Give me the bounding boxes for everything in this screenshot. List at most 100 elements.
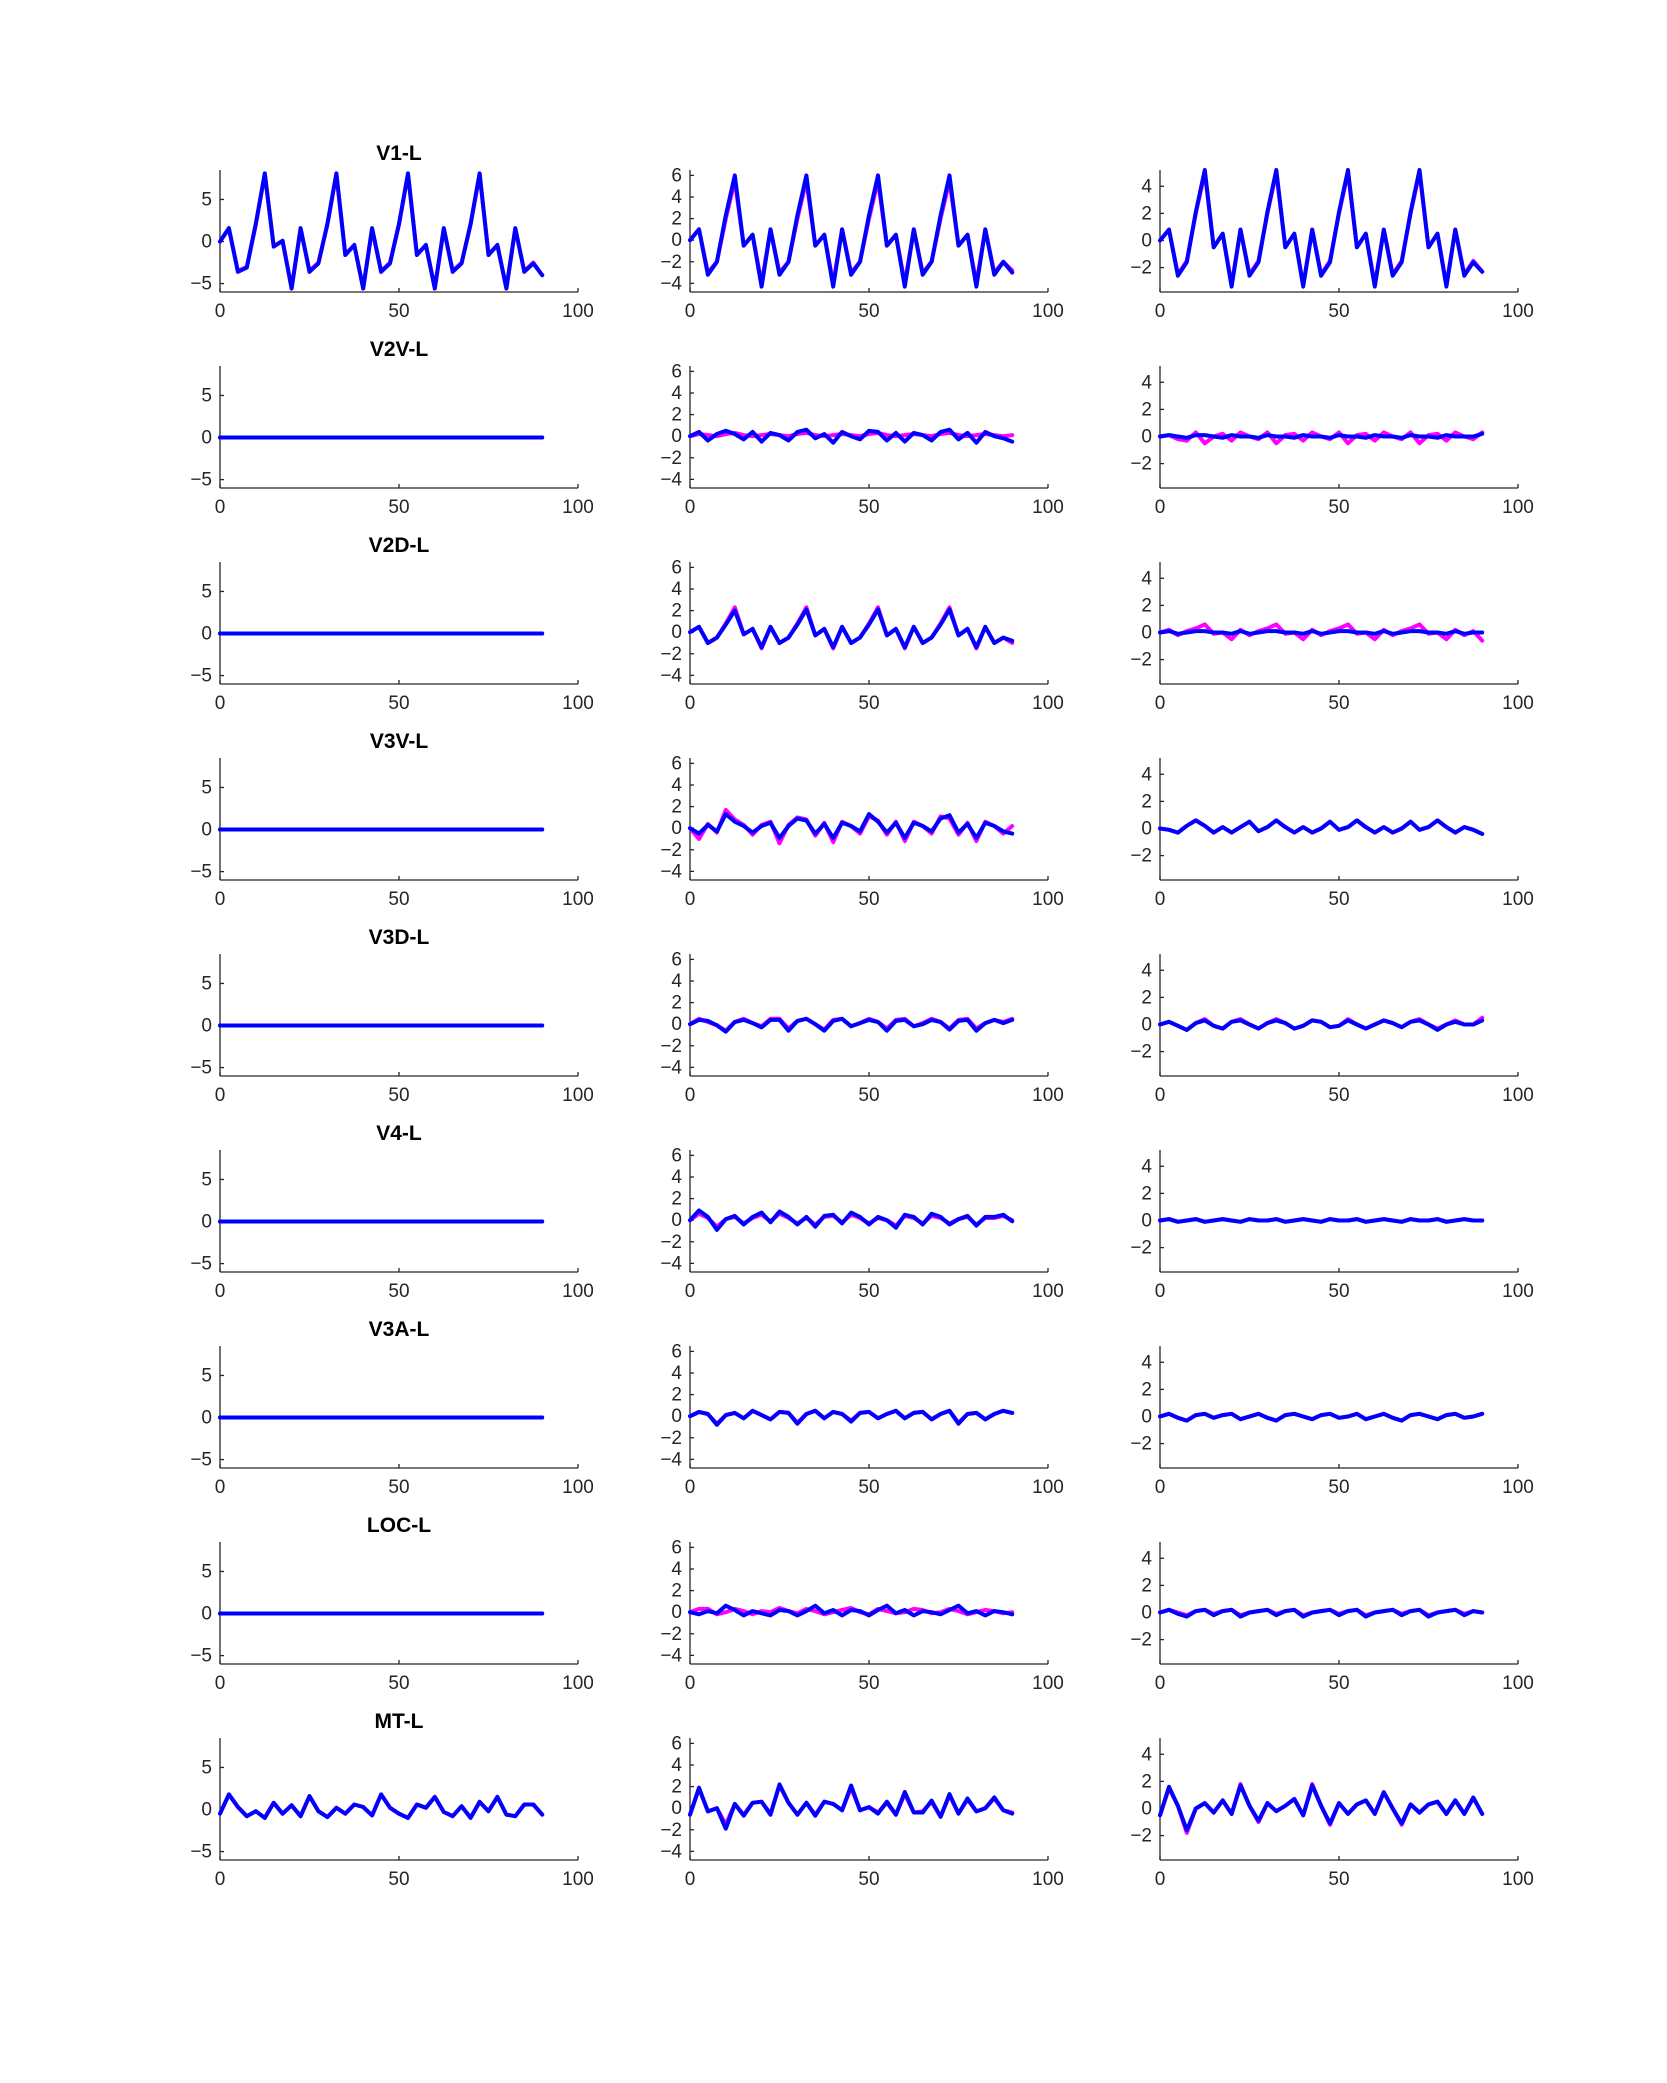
y-tick-label: −2 (660, 840, 682, 861)
y-tick-label: 4 (671, 1755, 682, 1776)
x-tick-label: 50 (858, 889, 879, 910)
subplot: 0 50 100−505 (190, 170, 594, 322)
x-tick-label: 0 (215, 301, 226, 322)
x-tick-label: 0 (685, 1281, 696, 1302)
x-tick-label: 100 (1032, 693, 1064, 714)
x-tick-label: 100 (562, 1477, 594, 1498)
series-line-blue (688, 812, 1015, 840)
y-tick-label: −2 (660, 1232, 682, 1253)
y-tick-label: 4 (671, 1363, 682, 1384)
x-tick-label: 50 (388, 1869, 409, 1890)
x-tick-label: 0 (1155, 889, 1166, 910)
y-tick-label: −2 (1130, 846, 1152, 867)
y-tick-label: 0 (1141, 230, 1152, 251)
x-tick-label: 100 (562, 693, 594, 714)
y-tick-label: 2 (671, 1581, 682, 1602)
y-tick-label: 4 (671, 579, 682, 600)
y-tick-label: −5 (190, 1058, 212, 1079)
y-tick-label: −2 (1130, 650, 1152, 671)
y-tick-label: 0 (201, 428, 212, 449)
x-tick-label: 0 (685, 1477, 696, 1498)
panel-title: V1-L (376, 142, 422, 165)
y-tick-label: 4 (671, 775, 682, 796)
x-tick-label: 50 (1328, 497, 1349, 518)
x-tick-label: 100 (1502, 1869, 1534, 1890)
x-tick-label: 0 (1155, 1673, 1166, 1694)
x-tick-label: 50 (1328, 1085, 1349, 1106)
y-tick-label: 4 (1141, 1352, 1152, 1373)
y-tick-label: −2 (660, 252, 682, 273)
series-line-blue (688, 607, 1015, 650)
subplot: 0 50 100 −2 0 2 4 (1130, 1542, 1534, 1694)
x-tick-label: 100 (1032, 1281, 1064, 1302)
x-tick-label: 0 (1155, 1085, 1166, 1106)
series-line-blue (1158, 1217, 1485, 1224)
y-tick-label: −2 (660, 644, 682, 665)
y-tick-label: 4 (671, 1167, 682, 1188)
y-tick-label: 5 (201, 1169, 212, 1190)
y-tick-label: 0 (671, 1014, 682, 1035)
subplot: 0 50 100−505 (190, 1738, 594, 1890)
y-tick-label: 6 (671, 1145, 682, 1166)
x-tick-label: 0 (1155, 693, 1166, 714)
subplot: 0 50 100 −2 0 2 4 (1130, 1150, 1534, 1302)
y-tick-label: 2 (1141, 1575, 1152, 1596)
y-tick-label: 0 (1141, 622, 1152, 643)
y-tick-label: −2 (1130, 454, 1152, 475)
x-tick-label: 50 (858, 1869, 879, 1890)
y-tick-label: 2 (671, 1777, 682, 1798)
x-tick-label: 50 (1328, 301, 1349, 322)
y-tick-label: −4 (660, 1253, 682, 1274)
y-tick-label: −2 (1130, 1238, 1152, 1259)
y-tick-label: 0 (1141, 1602, 1152, 1623)
y-tick-label: 0 (671, 1406, 682, 1427)
series-line-blue (1158, 629, 1485, 636)
series-line-blue (688, 1782, 1015, 1831)
y-tick-label: −2 (660, 448, 682, 469)
x-tick-label: 0 (1155, 1281, 1166, 1302)
y-tick-label: 0 (201, 1604, 212, 1625)
y-tick-label: 0 (671, 622, 682, 643)
y-tick-label: 0 (671, 1798, 682, 1819)
x-tick-label: 100 (1502, 1477, 1534, 1498)
x-tick-label: 0 (1155, 1869, 1166, 1890)
y-tick-label: 2 (1141, 595, 1152, 616)
y-tick-label: −4 (660, 665, 682, 686)
y-tick-label: 0 (201, 624, 212, 645)
x-tick-label: 50 (858, 693, 879, 714)
y-tick-label: 0 (671, 1602, 682, 1623)
y-tick-label: 2 (1141, 987, 1152, 1008)
y-tick-label: 5 (201, 1561, 212, 1582)
x-tick-label: 100 (1502, 497, 1534, 518)
y-tick-label: 2 (1141, 399, 1152, 420)
panel-title: MT-L (375, 1710, 424, 1733)
y-tick-label: 6 (671, 1733, 682, 1754)
x-tick-label: 50 (858, 497, 879, 518)
series-line-blue (688, 1016, 1015, 1034)
x-tick-label: 50 (858, 301, 879, 322)
subplot: 0 50 100 −2 0 2 4 (1130, 954, 1534, 1106)
y-tick-label: 2 (671, 209, 682, 230)
series-line-blue (688, 1208, 1015, 1232)
series-line-magenta (688, 1605, 1015, 1617)
y-tick-label: −5 (190, 274, 212, 295)
series-line-blue (1158, 818, 1485, 836)
subplot: 0 50 100 −2 0 2 4 (1130, 758, 1534, 910)
y-tick-label: −5 (190, 1254, 212, 1275)
x-tick-label: 100 (1502, 1673, 1534, 1694)
x-tick-label: 50 (1328, 693, 1349, 714)
panel-title: V3D-L (369, 926, 430, 949)
y-tick-label: 4 (1141, 568, 1152, 589)
x-tick-label: 0 (215, 1281, 226, 1302)
series-line-blue (688, 1408, 1015, 1427)
y-tick-label: 5 (201, 189, 212, 210)
y-tick-label: 0 (201, 1016, 212, 1037)
series-line-blue (688, 173, 1015, 289)
y-tick-label: 0 (201, 1408, 212, 1429)
